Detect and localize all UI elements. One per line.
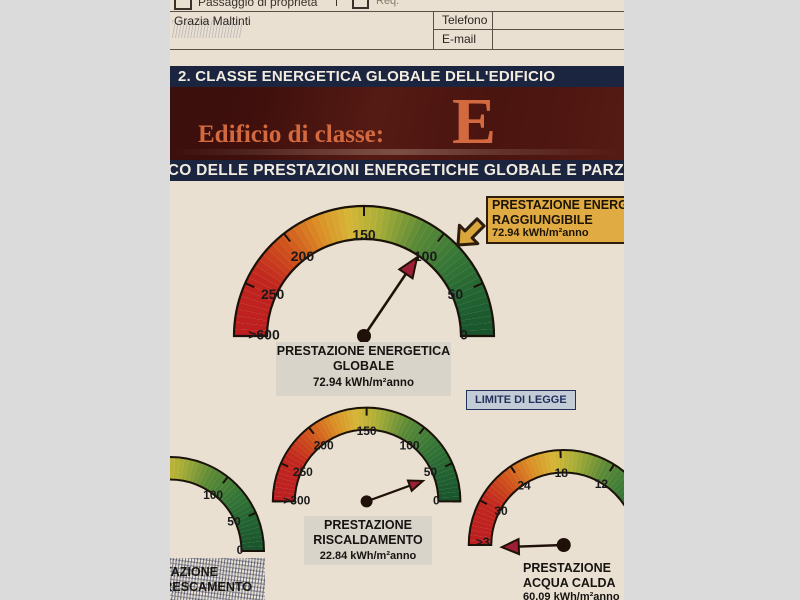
svg-text:>300: >300 bbox=[283, 494, 310, 508]
svg-text:200: 200 bbox=[314, 439, 334, 453]
svg-text:250: 250 bbox=[261, 286, 285, 302]
svg-text:100: 100 bbox=[400, 439, 420, 453]
svg-text:50: 50 bbox=[448, 286, 464, 302]
svg-text:>600: >600 bbox=[248, 327, 280, 343]
svg-text:250: 250 bbox=[293, 465, 313, 479]
svg-text:100: 100 bbox=[203, 488, 223, 502]
svg-text:50: 50 bbox=[424, 465, 438, 479]
svg-text:0: 0 bbox=[433, 494, 440, 508]
svg-text:0: 0 bbox=[460, 327, 468, 343]
svg-text:12: 12 bbox=[595, 477, 609, 491]
svg-text:150: 150 bbox=[357, 424, 377, 438]
svg-text:100: 100 bbox=[414, 248, 438, 264]
svg-text:150: 150 bbox=[352, 227, 376, 243]
svg-text:0: 0 bbox=[237, 543, 244, 557]
svg-text:18: 18 bbox=[555, 466, 569, 480]
svg-text:200: 200 bbox=[291, 248, 315, 264]
svg-text:>3: >3 bbox=[476, 535, 490, 549]
svg-text:30: 30 bbox=[494, 504, 508, 518]
svg-text:50: 50 bbox=[227, 515, 241, 529]
svg-text:24: 24 bbox=[517, 478, 531, 492]
